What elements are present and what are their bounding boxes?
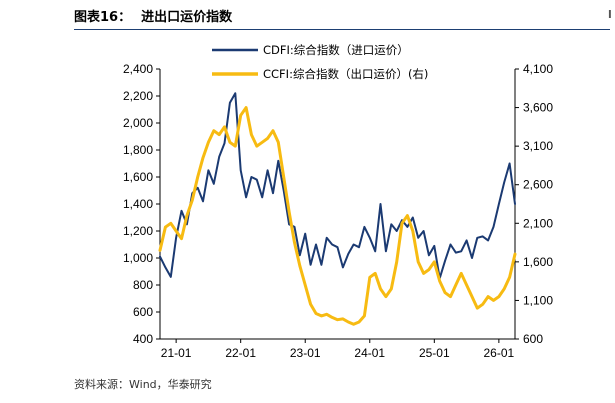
y-left-tick-label: 400 — [133, 332, 153, 346]
y-left-tick-label: 1,800 — [123, 143, 153, 157]
y-left-tick-label: 1,600 — [123, 170, 153, 184]
x-tick-label: 26-01 — [484, 346, 515, 360]
title-rule — [74, 29, 610, 30]
y-left-tick-label: 800 — [133, 278, 153, 292]
y-right-tick-label: 4,100 — [523, 62, 553, 76]
y-right-tick-label: 3,100 — [523, 139, 553, 153]
y-left-tick-label: 600 — [133, 305, 153, 319]
x-tick-label: 22-01 — [225, 346, 256, 360]
edge-fragment: l — [608, 8, 612, 21]
figure-title: 图表16： 进出口运价指数 — [74, 6, 232, 25]
y-left-tick-label: 1,400 — [123, 197, 153, 211]
y-right-tick-label: 1,600 — [523, 255, 553, 269]
axes: 2,400 2,200 2,000 1,800 1,600 1,400 1,200 1,000… — [123, 62, 553, 360]
y-left-tick-label: 2,400 — [123, 62, 153, 76]
legend-label-ccfi: CCFI:综合指数（出口运价）(右) — [263, 67, 428, 81]
x-tick-label: 24-01 — [354, 346, 385, 360]
y-left-tick-label: 2,000 — [123, 116, 153, 130]
y-right-tick-label: 2,100 — [523, 216, 553, 230]
y-right-tick-label: 2,600 — [523, 178, 553, 192]
y-right-tick-label: 1,100 — [523, 293, 553, 307]
legend: CDFI:综合指数（进口运价） CCFI:综合指数（出口运价）(右) — [212, 43, 428, 81]
figure-title-text: 进出口运价指数 — [141, 10, 233, 25]
y-left-tick-label: 1,000 — [123, 251, 153, 265]
y-left-tick-label: 1,200 — [123, 224, 153, 238]
legend-label-cdfi: CDFI:综合指数（进口运价） — [263, 43, 409, 57]
y-left-tick-label: 2,200 — [123, 89, 153, 103]
y-right-tick-label: 3,600 — [523, 101, 553, 115]
x-tick-label: 23-01 — [290, 346, 321, 360]
source-note: 资料来源：Wind，华泰研究 — [74, 378, 212, 391]
y-right-tick-label: 600 — [523, 332, 543, 346]
series-line-cdfi — [159, 92, 516, 280]
series-line-ccfi — [158, 106, 517, 326]
series-layer — [158, 92, 517, 326]
x-tick-label: 21-01 — [161, 346, 192, 360]
x-tick-label: 25-01 — [419, 346, 450, 360]
figure-label: 图表16： — [74, 10, 132, 25]
